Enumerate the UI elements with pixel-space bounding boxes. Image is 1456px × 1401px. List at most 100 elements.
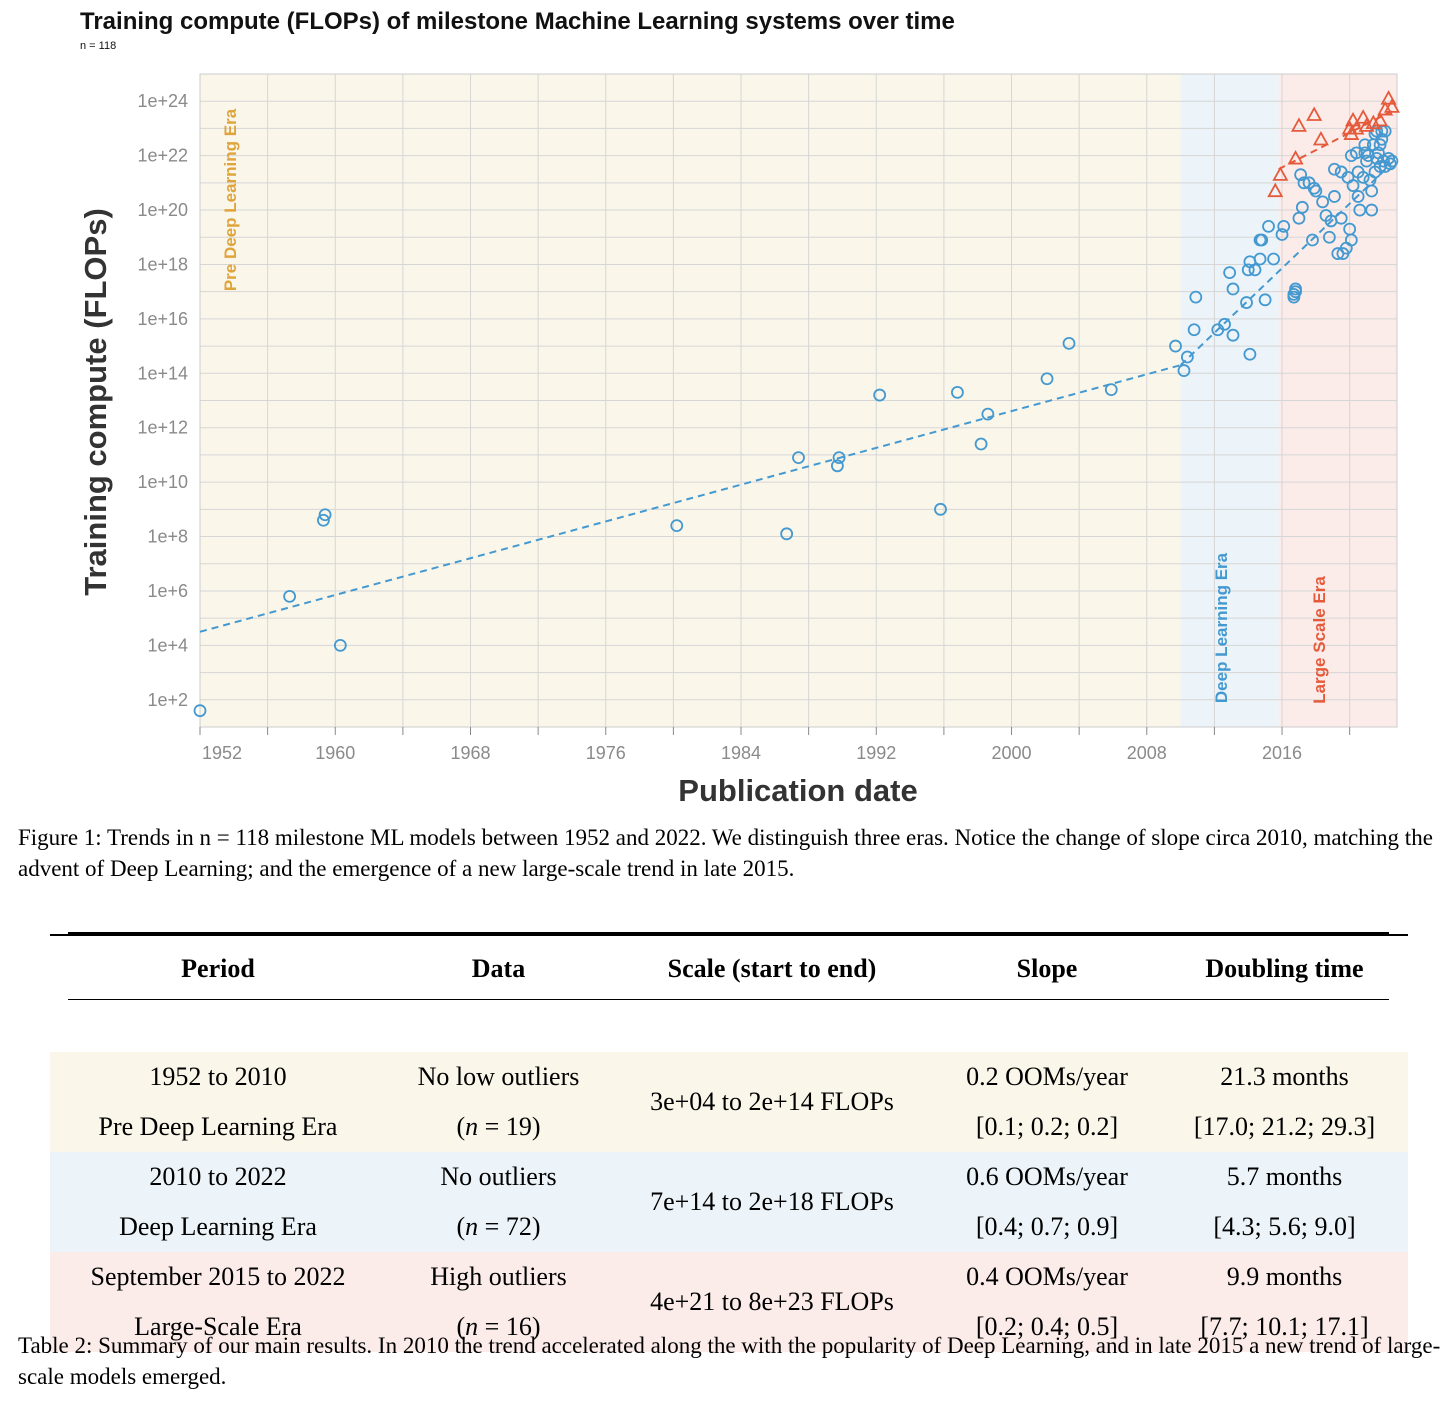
data-point [780,527,794,541]
data-point [1351,190,1365,203]
cell-period: 1952 to 2010 [50,1052,386,1102]
table-row: Pre Deep Learning Era (n = 19) [0.1; 0.2… [50,1102,1408,1152]
data-point [792,451,805,465]
cell-era: Pre Deep Learning Era [50,1102,386,1152]
cell-slope: 0.2 OOMs/year [933,1052,1161,1102]
n-open: ( [456,1312,466,1341]
cell-n: (n = 72) [386,1202,611,1252]
y-tick-label: 1e+8 [147,527,188,547]
cell-doubling: 21.3 months [1161,1052,1408,1102]
data-point [832,451,846,465]
data-point [1344,233,1358,247]
x-tick-label: 1968 [450,743,490,763]
data-point-large-scale [1355,109,1372,124]
y-axis-title: Training compute (FLOPs) [78,208,113,596]
data-point [1306,233,1319,247]
data-point [830,459,844,473]
y-tick-label: 1e+18 [137,254,188,274]
n-variable: n [465,1312,479,1341]
y-tick-label: 1e+12 [137,418,188,438]
cell-doubling: 9.9 months [1161,1252,1408,1302]
data-point [1373,138,1387,152]
cell-scale: 3e+04 to 2e+14 FLOPs [611,1052,933,1152]
table-header-row: Period Data Scale (start to end) Slope D… [50,935,1408,1002]
data-point [1328,162,1341,176]
data-point [283,590,297,603]
data-point-large-scale [1290,117,1307,132]
data-point [1226,328,1240,342]
cell-data: High outliers [386,1252,611,1302]
x-tick-label: 2016 [1262,743,1302,763]
n-open: ( [456,1212,466,1241]
x-tick-label: 2000 [992,743,1032,763]
data-point [1346,179,1360,192]
data-point [1262,219,1275,233]
x-axis-title: Publication date [678,773,917,808]
cell-doubling-ci: [7.7; 10.1; 17.1] [1161,1302,1408,1352]
data-point [1187,323,1201,337]
table-row: Deep Learning Era (n = 72) [0.4; 0.7; 0.… [50,1202,1408,1252]
cell-doubling-ci: [4.3; 5.6; 9.0] [1161,1202,1408,1252]
era-label-1: Deep Learning Era [1212,552,1231,703]
y-tick-label: 1e+14 [137,363,188,383]
data-point [1104,383,1118,397]
n-value: = 16) [478,1312,541,1341]
x-tick-label: 1952 [202,743,242,763]
cell-slope-ci: [0.1; 0.2; 0.2] [933,1102,1161,1152]
data-point [1289,282,1302,296]
data-point [934,502,947,516]
data-point-large-scale [1345,111,1362,127]
data-point [951,385,964,399]
data-point [1241,263,1255,277]
data-point [1226,282,1240,296]
data-point [1177,364,1191,377]
data-point [1358,146,1372,160]
header-scale: Scale (start to end) [667,954,877,983]
data-point [1382,151,1395,165]
results-table: Period Data Scale (start to end) Slope D… [50,934,1408,1352]
y-tick-label: 1e+22 [137,146,188,166]
table-row: 2010 to 2022 No outliers 7e+14 to 2e+18 … [50,1152,1408,1252]
y-tick-label: 1e+4 [147,635,188,655]
data-point [1240,296,1253,309]
y-tick-label: 1e+16 [137,309,188,329]
data-point [317,513,330,527]
n-open: ( [456,1112,466,1141]
data-point [1040,372,1054,386]
n-value: = 72) [478,1212,541,1241]
trendline-0 [199,364,1181,633]
header-slope: Slope [1016,954,1078,983]
cell-slope: 0.4 OOMs/year [933,1252,1161,1302]
data-point [1218,317,1231,331]
data-point [1297,176,1311,190]
figure-caption: Figure 1: Trends in n = 118 milestone ML… [18,825,1433,881]
data-point [1316,195,1330,209]
cell-slope-ci: [0.2; 0.4; 0.5] [933,1302,1161,1352]
cell-era: Large-Scale Era [50,1302,386,1352]
chart-subtitle: n = 118 [80,40,117,52]
table-header-rule [68,999,1389,1000]
y-tick-label: 1e+24 [137,91,188,111]
data-point [1350,146,1363,160]
x-tick-label: 1960 [315,743,355,763]
data-point [1267,252,1280,266]
n-variable: n [465,1212,479,1241]
y-tick-label: 1e+6 [147,581,188,601]
plot-frame [199,73,1398,728]
data-point [1255,233,1269,247]
data-point [1375,132,1389,146]
data-point [1322,230,1336,244]
data-point [1328,190,1341,203]
cell-scale: 7e+14 to 2e+18 FLOPs [611,1152,933,1252]
data-point [873,388,887,402]
data-point [1294,168,1308,182]
data-point [333,638,347,652]
chart-grid [199,73,1398,735]
data-points [193,90,1400,718]
data-point-large-scale [1306,106,1323,121]
chart-title: Training compute (FLOPs) of milestone Ma… [80,8,955,35]
era-label-2: Large Scale Era [1310,576,1329,704]
n-variable: n [465,1112,479,1141]
y-tick-label: 1e+2 [147,690,188,710]
data-point [1385,154,1399,168]
